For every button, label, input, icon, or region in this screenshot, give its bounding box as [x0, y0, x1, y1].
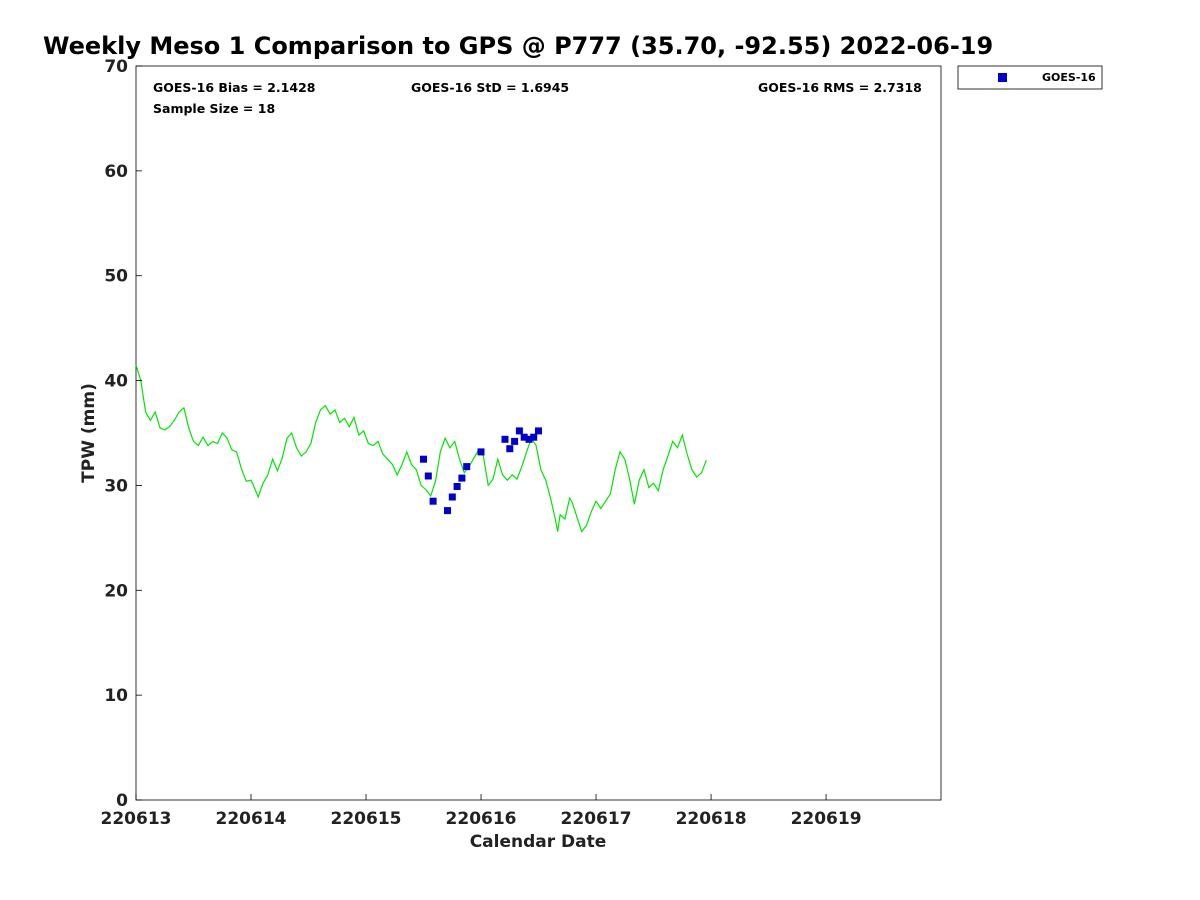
- goes16-point: [530, 433, 538, 441]
- goes16-point: [535, 427, 542, 435]
- goes16-point: [444, 507, 451, 515]
- y-tick-label: 40: [104, 372, 128, 392]
- goes16-point: [525, 435, 533, 443]
- goes16-point: [429, 497, 437, 505]
- y-tick-label: 70: [104, 57, 128, 77]
- goes16-point: [477, 448, 485, 456]
- goes16-point: [458, 474, 466, 482]
- x-axis-label: Calendar Date: [470, 832, 607, 852]
- goes16-point: [448, 493, 456, 501]
- y-tick-label: 0: [116, 791, 128, 811]
- tpw-line: [135, 364, 707, 533]
- goes16-point: [420, 455, 427, 463]
- goes16-point: [520, 433, 528, 441]
- x-tick-label: 220618: [676, 809, 747, 829]
- std-stat: GOES-16 StD = 1.6945: [411, 80, 569, 95]
- x-tick-label: 220616: [446, 809, 517, 829]
- plot-frame: [135, 65, 942, 801]
- goes16-points: [420, 427, 542, 515]
- x-axis: 220613 220614 220615 220616 220617 220618 2206…: [101, 794, 862, 829]
- rms-stat: GOES-16 RMS = 2.7318: [758, 80, 922, 95]
- plot-area: [135, 65, 942, 801]
- legend: GOES-16: [957, 65, 1103, 90]
- y-axis: 0 10 20 30 40 50 60 70: [104, 57, 142, 811]
- y-tick-label: 10: [104, 686, 128, 706]
- y-tick-label: 50: [104, 267, 128, 287]
- x-tick-label: 220619: [791, 809, 862, 829]
- y-tick-label: 20: [104, 581, 128, 601]
- goes16-point: [506, 445, 514, 453]
- legend-marker-goes16: [998, 73, 1007, 82]
- x-tick-label: 220615: [331, 809, 402, 829]
- y-tick-label: 60: [104, 162, 128, 182]
- goes16-point: [424, 472, 432, 480]
- goes16-point: [501, 435, 509, 443]
- goes16-point: [515, 427, 523, 435]
- green-tpw-series: [135, 364, 707, 533]
- stats-annotations: GOES-16 Bias = 2.1428 GOES-16 StD = 1.69…: [153, 80, 922, 116]
- y-axis-label: TPW (mm): [79, 383, 99, 483]
- x-tick-label: 220614: [216, 809, 287, 829]
- sample-size-stat: Sample Size = 18: [153, 101, 275, 116]
- goes16-point: [453, 483, 461, 490]
- x-tick-label: 220617: [561, 809, 632, 829]
- goes16-point: [463, 463, 471, 471]
- x-tick-label: 220613: [101, 809, 172, 829]
- bias-stat: GOES-16 Bias = 2.1428: [153, 80, 315, 95]
- y-tick-label: 30: [104, 476, 128, 496]
- chart-title: Weekly Meso 1 Comparison to GPS @ P777 (…: [43, 32, 993, 60]
- legend-box: [957, 65, 1103, 90]
- legend-label-goes16: GOES-16: [1042, 71, 1096, 84]
- goes16-point: [511, 437, 519, 445]
